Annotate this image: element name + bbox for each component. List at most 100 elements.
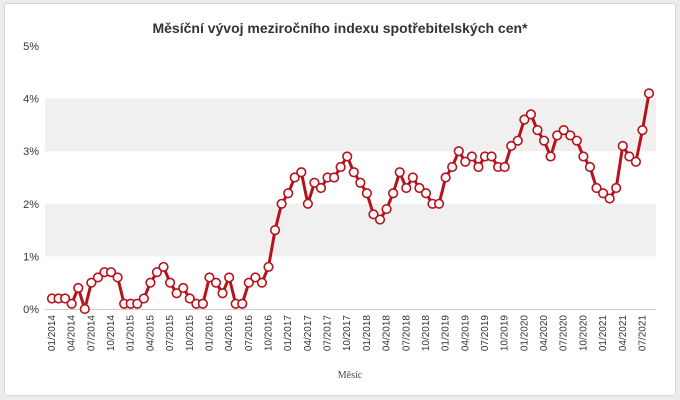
data-point[interactable] — [289, 172, 300, 183]
data-point[interactable] — [138, 293, 149, 304]
data-point[interactable] — [624, 151, 635, 162]
data-point[interactable] — [315, 182, 327, 194]
data-point[interactable] — [394, 167, 405, 178]
data-point[interactable] — [597, 188, 609, 199]
series-points — [46, 88, 655, 315]
data-point[interactable] — [388, 188, 399, 199]
data-point[interactable] — [591, 182, 602, 194]
data-point[interactable] — [276, 198, 287, 209]
x-tick-label: 01/2014 — [47, 315, 58, 352]
x-tick-label: 07/2014 — [86, 315, 97, 352]
chart-card: 0% 1% 2% 3% 4% 5% 01/2014 04/2014 07/2014 10/201… — [4, 3, 676, 396]
data-point[interactable] — [296, 167, 307, 178]
data-point[interactable] — [204, 272, 215, 283]
data-point[interactable] — [224, 272, 235, 283]
x-tick-label: 04/2014 — [67, 315, 78, 352]
data-point[interactable] — [361, 188, 373, 199]
data-point[interactable] — [309, 177, 320, 188]
data-point[interactable] — [184, 293, 195, 304]
data-point[interactable] — [92, 272, 104, 283]
x-tick-label: 10/2015 — [185, 315, 196, 352]
data-point[interactable] — [604, 193, 615, 204]
data-point[interactable] — [630, 156, 641, 167]
data-point[interactable] — [243, 277, 254, 288]
data-point[interactable] — [519, 114, 530, 125]
data-point[interactable] — [73, 282, 84, 294]
data-point[interactable] — [453, 146, 464, 157]
data-point[interactable] — [60, 293, 71, 304]
data-point[interactable] — [578, 151, 589, 162]
data-point[interactable] — [447, 161, 458, 173]
x-tick-label: 10/2018 — [421, 315, 432, 352]
x-tick-label: 10/2014 — [106, 315, 117, 352]
data-point[interactable] — [237, 298, 248, 309]
data-point[interactable] — [171, 288, 182, 299]
y-tick-label: 0% — [23, 304, 39, 316]
x-tick-label: 01/2019 — [441, 315, 452, 352]
x-axis-title: Měsíc — [338, 370, 363, 381]
data-point[interactable] — [105, 267, 117, 278]
data-point[interactable] — [335, 161, 346, 173]
data-point[interactable] — [584, 161, 596, 173]
x-tick-label: 07/2018 — [401, 315, 412, 352]
data-point[interactable] — [538, 135, 550, 146]
data-point[interactable] — [433, 198, 445, 209]
x-tick-label: 10/2019 — [500, 315, 511, 352]
y-axis-ticks: 0% 1% 2% 3% 4% 5% — [23, 41, 39, 316]
data-point[interactable] — [269, 225, 281, 236]
data-point[interactable] — [151, 267, 163, 278]
data-point[interactable] — [486, 151, 497, 162]
data-point[interactable] — [283, 188, 294, 199]
data-point[interactable] — [460, 156, 471, 167]
data-point[interactable] — [545, 151, 556, 162]
data-point[interactable] — [178, 282, 189, 294]
data-point[interactable] — [525, 109, 537, 120]
data-point[interactable] — [112, 272, 123, 283]
data-point[interactable] — [565, 130, 576, 141]
data-point[interactable] — [617, 140, 628, 152]
data-point[interactable] — [611, 182, 622, 194]
data-point[interactable] — [512, 135, 523, 146]
data-point[interactable] — [263, 261, 274, 273]
data-point[interactable] — [164, 277, 176, 288]
data-point[interactable] — [328, 172, 340, 183]
data-point[interactable] — [414, 182, 425, 194]
data-point[interactable] — [348, 167, 359, 178]
data-point[interactable] — [302, 198, 313, 209]
data-point[interactable] — [217, 288, 228, 299]
data-point[interactable] — [355, 177, 366, 188]
data-point[interactable] — [79, 303, 90, 315]
data-point[interactable] — [571, 135, 582, 146]
data-point[interactable] — [558, 125, 569, 136]
data-point[interactable] — [381, 203, 392, 215]
data-point[interactable] — [66, 298, 77, 309]
data-point[interactable] — [132, 298, 143, 309]
data-point[interactable] — [440, 172, 451, 183]
data-point[interactable] — [499, 161, 510, 173]
data-point[interactable] — [532, 125, 543, 136]
data-point[interactable] — [552, 130, 563, 141]
x-tick-label: 07/2019 — [480, 315, 491, 352]
y-tick-label: 5% — [23, 41, 39, 53]
x-tick-label: 01/2016 — [204, 315, 215, 352]
grid-band — [45, 98, 656, 152]
data-point[interactable] — [637, 125, 648, 136]
data-point[interactable] — [145, 277, 156, 288]
data-point[interactable] — [368, 209, 379, 220]
data-point[interactable] — [250, 272, 261, 283]
x-tick-label: 07/2017 — [323, 315, 334, 352]
data-point[interactable] — [643, 88, 655, 99]
data-point[interactable] — [420, 188, 432, 199]
data-point[interactable] — [374, 214, 386, 225]
data-point[interactable] — [86, 277, 97, 288]
data-point[interactable] — [401, 182, 412, 194]
data-point[interactable] — [210, 277, 222, 288]
data-point[interactable] — [473, 161, 484, 173]
data-point[interactable] — [197, 298, 208, 309]
data-point[interactable] — [407, 172, 418, 183]
data-point[interactable] — [256, 277, 268, 288]
data-point[interactable] — [158, 261, 169, 273]
data-point[interactable] — [466, 151, 477, 162]
data-point[interactable] — [342, 151, 353, 162]
data-point[interactable] — [506, 140, 517, 152]
